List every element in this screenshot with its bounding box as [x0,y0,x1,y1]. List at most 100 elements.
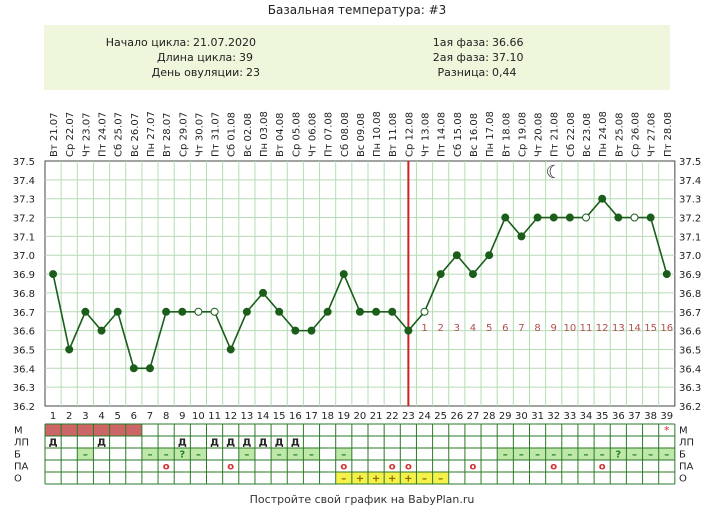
menstruation-cell [61,424,78,436]
menstruation-cell [109,424,126,436]
b-mark-cell [642,448,659,460]
footer-text: Постройте свой график на BabyPlan.ru [250,493,475,506]
lp-mark: Д [210,438,219,449]
day-number: 22 [386,411,399,422]
day-number: 21 [370,411,383,422]
day-number: 4 [98,411,104,422]
b-mark: – [244,450,249,461]
temperature-point [291,326,300,335]
date-label: Пн 27.07 [146,111,157,157]
day-number: 5 [114,411,120,422]
y-tick-label: 36.7 [679,308,701,319]
y-tick-label: 36.5 [13,345,35,356]
date-label: Сб 15.08 [453,112,464,157]
day-number: 17 [305,411,318,422]
o-mark: – [341,474,346,485]
plot-frame [44,160,676,407]
o-mark: – [438,474,443,485]
post-ovulation-label: 14 [628,323,641,334]
y-tick-label: 37.2 [13,214,35,225]
date-label: Чт 23.07 [81,113,92,158]
b-mark-cell [303,448,320,460]
pa-mark: о [405,462,412,473]
date-label: Пт 07.08 [324,112,335,157]
moon-group: ☾ [546,162,562,183]
difference-label: Разница: [438,66,490,79]
pa-mark: о [550,462,557,473]
y-tick-label: 37.0 [13,251,35,262]
y-tick-label: 36.6 [679,327,701,338]
lp-mark: Д [49,438,58,449]
lp-mark: Д [178,438,187,449]
menstruation-cell [93,424,110,436]
chart-title: Базальная температура: #3 [268,3,447,17]
post-ovulation-label: 7 [518,323,524,334]
o-mark: + [372,474,380,485]
temperature-point [485,251,494,260]
b-mark-cell [335,448,352,460]
b-mark-cell [513,448,530,460]
row-label-left: ЛП [14,438,29,449]
y-tick-label: 37.1 [679,232,701,243]
o-mark-cell [416,472,433,484]
y-tick-label: 36.4 [13,364,35,375]
date-label: Ср 29.07 [178,112,189,157]
date-label: Пт 28.08 [663,112,674,157]
day-number: 14 [257,411,270,422]
post-ovulation-label: 15 [644,323,657,334]
date-label: Чт 13.08 [421,113,432,158]
day-number: 39 [660,411,673,422]
temperature-point [97,326,106,335]
day-number: 34 [580,411,593,422]
day-number: 2 [66,411,72,422]
b-mark: – [293,450,298,461]
y-tick-label: 36.4 [679,364,701,375]
temperature-point [468,270,477,279]
day-number: 38 [644,411,657,422]
b-mark: – [600,450,605,461]
post-ovulation-label: 8 [534,323,540,334]
day-number: 33 [564,411,577,422]
date-label: Сб 25.07 [114,112,125,157]
temperature-series [49,194,671,373]
ovulation-day-label: День овуляции: [152,66,243,79]
date-labels: Вт 21.07 Ср 22.07 Чт 23.07 Пт 24.07 Сб 25.07… [49,111,674,157]
date-label: Вс 26.07 [130,113,141,157]
menstruation-cell [45,424,62,436]
o-mark-cell [384,472,401,484]
o-mark-cell [400,472,417,484]
b-mark: – [632,450,637,461]
day-number: 27 [467,411,480,422]
cycle-start-label: Начало цикла: [106,36,190,49]
date-label: Вт 21.07 [49,113,60,158]
o-mark-cell [368,472,385,484]
date-label: Пн 03.08 [259,111,270,157]
temperature-point [533,213,542,222]
y-tick-label: 37.3 [679,195,701,206]
pa-mark: о [340,462,347,473]
lp-mark: Д [291,438,300,449]
day-number: 6 [131,411,137,422]
day-number: 31 [531,411,544,422]
b-mark-cell [287,448,304,460]
menstruation-cell [77,424,94,436]
lp-mark: Д [275,438,284,449]
pa-mark: о [470,462,477,473]
row-label-right: Б [679,450,686,461]
pa-mark: о [389,462,396,473]
post-ovulation-label: 4 [470,323,476,334]
date-label: Вт 28.07 [162,113,173,158]
b-mark: – [664,450,669,461]
b-mark-cell [174,448,191,460]
moon-icon: ☾ [546,162,562,183]
date-label: Сб 22.08 [566,112,577,157]
date-label: Вс 02.08 [243,113,254,157]
post-ovulation-label: 10 [564,323,577,334]
day-number: 13 [241,411,254,422]
date-label: Сб 08.08 [340,112,351,157]
b-mark: – [535,450,540,461]
b-mark-cell [271,448,288,460]
y-tick-label: 37.4 [679,176,701,187]
temperature-point [662,270,671,279]
